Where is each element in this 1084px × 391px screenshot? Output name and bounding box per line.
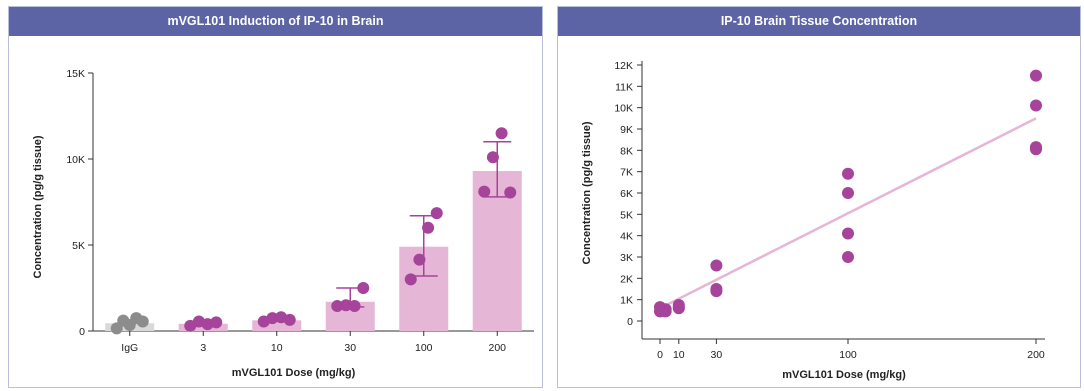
y-tick-label: 9K <box>620 124 633 136</box>
y-tick-label: 3K <box>620 252 633 264</box>
data-point <box>348 300 361 313</box>
data-point <box>413 253 426 266</box>
regression-line <box>659 117 1037 310</box>
concentration-scatter-chart: 0 1K 2K 3K 4K 5K 6K 7K 8K 9K 10K 11K 12K 0 10 30 100 200 m… <box>581 60 1045 381</box>
x-tick-label: 100 <box>415 342 433 354</box>
x-tick-label: 0 <box>657 349 663 361</box>
y-tick-label: 5K <box>72 240 85 252</box>
y-tick-label: 1K <box>620 295 633 307</box>
data-point <box>659 305 672 318</box>
x-axis-title: mVGL101 Dose (mg/kg) <box>782 369 906 381</box>
y-tick-label: 11K <box>615 81 633 93</box>
data-point <box>422 221 435 234</box>
data-point <box>842 251 854 263</box>
y-tick-label: 5K <box>620 209 633 221</box>
y-tick-label: 10K <box>614 103 633 115</box>
x-tick-label: IgG <box>121 342 138 354</box>
data-point <box>842 187 854 199</box>
data-point <box>504 186 517 199</box>
x-tick-label: 200 <box>488 342 506 354</box>
concentration-chart-title: IP-10 Brain Tissue Concentration <box>558 7 1080 36</box>
y-tick-label: 12K <box>614 60 633 72</box>
data-point <box>710 259 723 272</box>
y-axis-title: Concentration (pg/g tissue) <box>581 121 593 264</box>
x-tick-label: 3 <box>200 342 206 354</box>
data-point <box>331 300 344 313</box>
x-tick-label: 200 <box>1027 349 1045 361</box>
x-tick-label: 10 <box>673 349 685 361</box>
data-point <box>486 151 499 164</box>
y-tick-label: 4K <box>620 231 633 243</box>
data-point <box>1030 143 1042 156</box>
data-point <box>283 313 296 326</box>
data-point <box>842 227 854 240</box>
y-tick-label: 7K <box>620 167 633 179</box>
data-point <box>478 185 491 198</box>
data-point <box>495 127 508 140</box>
data-point <box>357 282 370 294</box>
data-point <box>1030 99 1042 112</box>
x-axis-title: mVGL101 Dose (mg/kg) <box>232 367 356 379</box>
data-point <box>136 315 149 328</box>
y-tick-label: 6K <box>620 188 633 200</box>
y-tick-label: 8K <box>620 145 633 157</box>
data-point <box>210 316 223 329</box>
data-point <box>710 285 723 298</box>
y-axis-title: Concentration (pg/g tissue) <box>32 135 44 278</box>
data-point <box>266 312 279 325</box>
induction-chart-panel: mVGL101 Induction of IP-10 in Brain 0 5K 1… <box>8 6 543 388</box>
y-tick-label: 0 <box>79 326 85 338</box>
y-tick-label: 2K <box>620 273 633 285</box>
induction-bar-chart: 0 5K 10K 15K IgG 3 10 30 100 200 mVGL101 Dose (mg/… <box>32 68 534 379</box>
x-tick-label: 100 <box>839 349 857 361</box>
x-tick-label: 10 <box>271 342 283 354</box>
bar <box>472 171 522 331</box>
data-point <box>430 207 443 220</box>
bar <box>252 320 302 331</box>
data-point <box>1030 69 1042 82</box>
data-point <box>339 299 352 312</box>
x-tick-label: 30 <box>344 342 356 354</box>
induction-chart-title: mVGL101 Induction of IP-10 in Brain <box>9 7 542 36</box>
data-point <box>404 273 417 286</box>
data-point <box>672 301 685 314</box>
x-tick-label: 30 <box>711 349 723 361</box>
data-point <box>842 167 854 180</box>
y-tick-label: 0 <box>627 316 633 328</box>
concentration-chart-panel: IP-10 Brain Tissue Concentration 0 1K 2K 3K… <box>557 6 1081 388</box>
y-tick-label: 15K <box>66 68 85 80</box>
y-tick-label: 10K <box>66 154 85 166</box>
